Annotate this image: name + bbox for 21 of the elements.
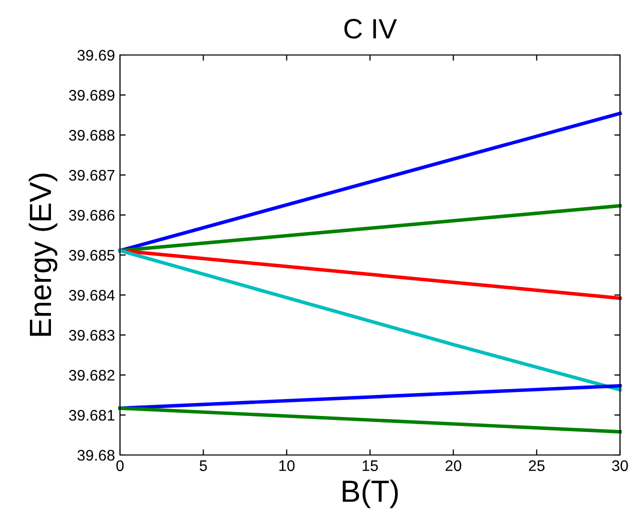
x-tick-label: 20 [446,460,462,472]
y-tick-label: 39.685 [69,250,115,261]
x-tick-label: 25 [528,460,545,472]
y-tick-label: 39.689 [69,90,114,101]
y-tick-label: 39.687 [69,170,114,181]
y-tick-label: 39.683 [69,330,114,341]
y-tick-label: 39.681 [69,410,114,421]
y-tick-label: 39.682 [69,370,114,381]
x-tick-label: 15 [362,460,378,472]
y-tick-label: 39.69 [77,50,114,61]
x-tick-label: 0 [116,460,124,472]
x-axis-title: B(T) [342,480,398,508]
x-tick-label: 10 [279,460,295,472]
x-tick-label: 5 [200,460,207,472]
y-tick-label: 39.686 [69,210,114,221]
y-axis-title: Energy (EV) [28,174,58,336]
x-tick-label: 30 [612,460,628,472]
y-tick-label: 39.68 [77,450,114,461]
y-tick-label: 39.688 [69,130,114,141]
chart-title: C IV [344,18,397,39]
y-tick-label: 39.684 [69,290,115,301]
